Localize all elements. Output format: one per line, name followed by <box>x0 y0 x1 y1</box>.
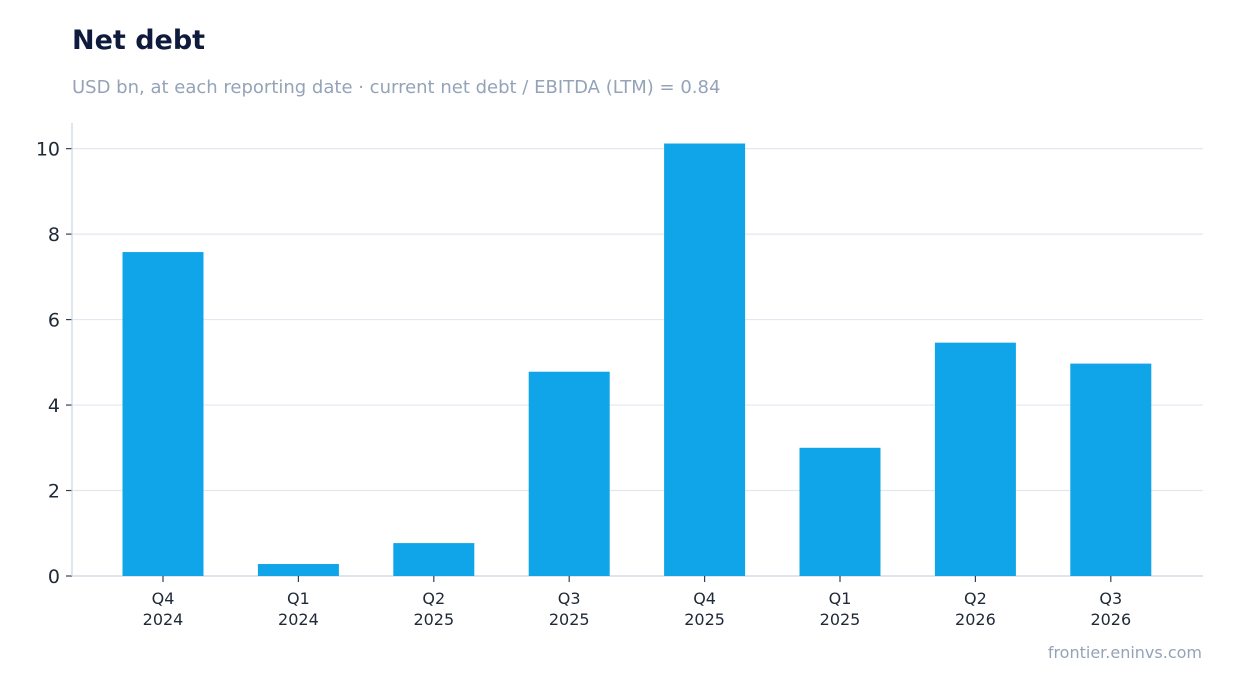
bar <box>1070 363 1152 576</box>
x-tick-label-quarter: Q2 <box>422 589 445 608</box>
bar <box>257 564 339 576</box>
x-tick-label-quarter: Q3 <box>558 589 581 608</box>
x-tick-label-quarter: Q1 <box>287 589 310 608</box>
bar <box>664 143 746 576</box>
x-tick-label-quarter: Q2 <box>964 589 987 608</box>
x-tick-label-year: 2025 <box>549 610 590 629</box>
x-tick-label-quarter: Q4 <box>152 589 175 608</box>
bar <box>934 342 1016 576</box>
x-tick-label-quarter: Q4 <box>693 589 716 608</box>
bar <box>122 252 204 577</box>
x-tick-label-year: 2025 <box>820 610 861 629</box>
x-tick-label-year: 2024 <box>143 610 184 629</box>
bar <box>528 371 610 576</box>
bar <box>799 447 881 576</box>
chart-title: Net debt <box>72 25 206 56</box>
x-tick-label-year: 2026 <box>955 610 996 629</box>
y-tick-label: 2 <box>48 481 60 503</box>
y-tick-label: 4 <box>48 395 60 417</box>
y-tick-label: 6 <box>48 310 60 332</box>
x-tick-label-year: 2025 <box>413 610 454 629</box>
x-tick-label-year: 2026 <box>1090 610 1131 629</box>
y-tick-label: 0 <box>48 566 60 588</box>
chart-subtitle: USD bn, at each reporting date · current… <box>72 77 721 98</box>
source-credit: frontier.eninvs.com <box>1047 643 1202 662</box>
x-tick-label-year: 2025 <box>684 610 725 629</box>
x-tick-label-quarter: Q3 <box>1099 589 1122 608</box>
y-tick-label: 8 <box>48 224 60 246</box>
x-tick-label-quarter: Q1 <box>829 589 852 608</box>
y-tick-label: 10 <box>36 139 60 161</box>
bar <box>393 543 475 576</box>
x-tick-label-year: 2024 <box>278 610 319 629</box>
